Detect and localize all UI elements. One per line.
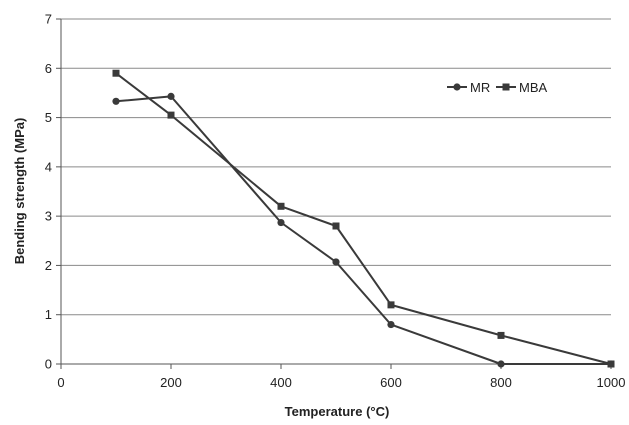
data-point-MBA [387,301,395,309]
legend-item-MR: MR [447,80,490,95]
data-point-MBA [497,331,505,339]
y-tick-label: 3 [45,209,52,224]
legend: MR MBA [447,80,548,95]
legend-label: MR [470,80,490,95]
x-tick-label: 200 [160,375,182,390]
series-line-MR [115,95,611,365]
legend-background [444,70,560,114]
y-tick-label: 5 [45,110,52,125]
series-MBA [112,69,615,368]
y-tick-label: 2 [45,258,52,273]
x-tick-label: 800 [490,375,512,390]
data-point-MBA [332,222,340,230]
legend-label: MBA [519,80,548,95]
data-point-MR [112,97,120,105]
data-point-MR [277,218,285,227]
series-group [112,69,615,368]
legend-swatch-marker [453,83,461,91]
y-tick-labels: 0 1 2 3 4 5 6 7 [45,12,52,372]
legend-swatch-marker [502,83,510,91]
y-tick-label: 6 [45,61,52,76]
legend-item-MBA: MBA [496,80,548,95]
x-tick-label: 1000 [597,375,626,390]
data-point-MBA [112,69,120,77]
y-axis-title: Bending strength (MPa) [12,118,27,265]
x-tick-labels: 0 200 400 600 800 1000 [57,375,625,390]
gridlines [61,18,611,316]
data-point-MR [167,92,175,100]
data-point-MR [332,258,340,266]
data-point-MBA [607,360,615,368]
y-tick-label: 0 [45,357,52,372]
y-tick-label: 1 [45,307,52,322]
x-tick-label: 0 [57,375,64,390]
data-point-MBA [277,202,285,210]
x-tick-label: 600 [380,375,402,390]
x-tick-label: 400 [270,375,292,390]
series-MR [112,92,615,368]
data-point-MBA [167,111,175,119]
data-point-MR [497,360,505,368]
y-tick-label: 4 [45,159,52,174]
y-tick-label: 7 [45,12,52,27]
data-point-MR [387,320,395,329]
x-axis-title: Temperature (°C) [285,404,390,419]
series-line-MBA [115,72,612,365]
